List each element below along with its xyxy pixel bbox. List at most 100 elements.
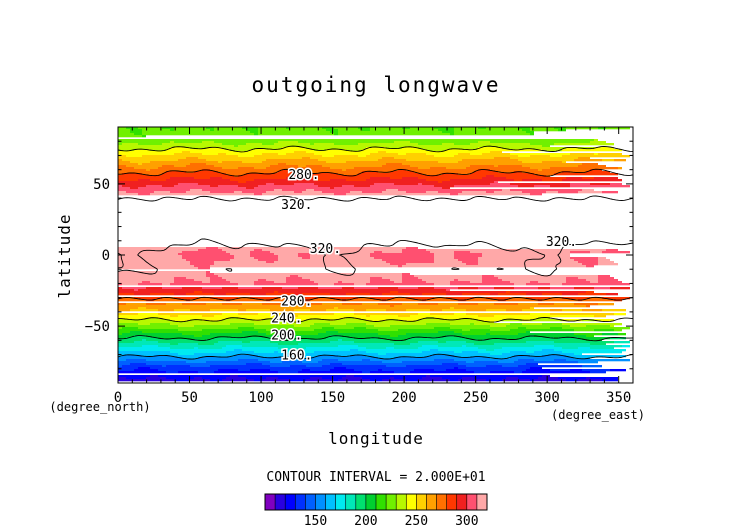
contour-fill-cell xyxy=(526,297,550,300)
contour-fill-cell xyxy=(118,185,122,188)
contour-fill-cell xyxy=(474,343,494,346)
contour-fill-cell xyxy=(562,161,566,164)
colorbar-swatch xyxy=(446,493,458,511)
contour-fill-cell xyxy=(574,303,598,306)
contour-fill-cell xyxy=(610,337,626,340)
contour-fill-cell xyxy=(202,281,210,284)
contour-fill-cell xyxy=(118,371,166,374)
contour-fill-cell xyxy=(422,345,438,348)
contour-fill-cell xyxy=(174,281,202,284)
contour-fill-cell xyxy=(238,283,254,286)
contour-fill-cell xyxy=(298,141,394,144)
contour-fill-cell xyxy=(254,133,258,136)
contour-fill-cell xyxy=(338,173,358,176)
contour-fill-cell xyxy=(502,319,522,322)
contour-fill-cell xyxy=(262,287,282,290)
contour-fill-cell xyxy=(166,365,190,368)
contour-fill-cell xyxy=(482,279,502,282)
contour-fill-cell xyxy=(158,341,218,344)
contour-fill-cell xyxy=(254,351,274,354)
contour-fill-cell xyxy=(406,263,466,266)
contour-fill-cell xyxy=(310,157,382,160)
contour-fill-cell xyxy=(526,131,534,134)
contour-fill-cell xyxy=(498,361,514,364)
contour-fill-cell xyxy=(254,167,266,170)
contour-fill-cell xyxy=(222,143,246,146)
contour-fill-cell xyxy=(282,147,306,150)
contour-fill-cell xyxy=(454,129,522,132)
contour-fill-cell xyxy=(466,167,530,170)
contour-fill-cell xyxy=(550,313,614,316)
contour-fill-cell xyxy=(494,181,498,184)
contour-fill-cell xyxy=(418,313,430,316)
plot-area: 280. 320. 320. 320. 280. 240. 200. 160. 0 50 100 1… xyxy=(85,126,634,406)
contour-fill-cell xyxy=(478,169,490,172)
contour-fill-cell xyxy=(342,303,362,306)
contour-fill-cell xyxy=(122,143,138,146)
contour-fill-cell xyxy=(150,149,166,152)
contour-fill-cell xyxy=(538,287,550,290)
contour-fill-cell xyxy=(338,339,342,342)
contour-fill-cell xyxy=(370,127,402,130)
contour-fill-cell xyxy=(126,303,146,306)
contour-fill-cell xyxy=(118,291,194,294)
contour-fill-cell xyxy=(398,315,410,318)
colorbar-swatch xyxy=(416,493,427,511)
contour-fill-cell xyxy=(118,153,174,156)
contour-fill-cell xyxy=(246,143,262,146)
contour-fill-cell xyxy=(306,347,366,350)
contour-fill-cell xyxy=(418,183,422,186)
contour-fill-cell xyxy=(606,127,630,130)
contour-fill-cell xyxy=(178,315,202,318)
contour-fill-cell xyxy=(174,293,186,296)
contour-fill-cell xyxy=(170,177,194,180)
contour-fill-cell xyxy=(370,297,394,300)
contour-fill-cell xyxy=(430,355,454,358)
contour-fill-cell xyxy=(454,257,478,260)
contour-fill-cell xyxy=(310,369,330,372)
contour-fill-cell xyxy=(354,341,418,344)
contour-fill-cell xyxy=(378,303,402,306)
contour-fill-cell xyxy=(354,313,418,316)
contour-fill-cell xyxy=(238,317,346,320)
contour-fill-cell xyxy=(478,127,486,130)
contour-fill-cell xyxy=(138,307,146,310)
contour-fill-cell xyxy=(586,335,594,338)
contour-fill-cell xyxy=(266,279,286,282)
contour-fill-cell xyxy=(138,127,162,130)
contour-fill-cell xyxy=(450,133,454,136)
colorbar-tick-label: 300 xyxy=(455,514,478,529)
contour-fill-cell xyxy=(574,259,598,262)
contour-fill-cell xyxy=(394,141,410,144)
contour-fill-cell xyxy=(478,287,494,290)
contour-fill-cell xyxy=(454,367,458,370)
contour-fill-cell xyxy=(498,171,514,174)
contour-fill-cell xyxy=(454,313,466,316)
contour-fill-cell xyxy=(254,257,278,260)
contour-fill-cell xyxy=(466,345,534,348)
contour-fill-cell xyxy=(118,321,294,324)
contour-fill-cell xyxy=(406,297,434,300)
contour-fill-cell xyxy=(122,287,146,290)
contour-fill-cell xyxy=(118,159,122,162)
contour-fill-cell xyxy=(542,323,562,326)
contour-fill-cell xyxy=(562,149,622,152)
contour-fill-cell xyxy=(398,335,446,338)
contour-fill-cell xyxy=(166,179,230,182)
contour-fill-cell xyxy=(314,189,386,192)
contour-fill-cell xyxy=(486,333,490,336)
colorbar-swatch xyxy=(405,493,417,511)
contour-fill-cell xyxy=(182,255,234,258)
contour-fill-cell xyxy=(134,297,162,300)
contour-fill-cell xyxy=(274,261,386,264)
contour-fill-cell xyxy=(174,277,186,280)
contour-fill-cell xyxy=(306,147,366,150)
contour-fill-cell xyxy=(614,159,626,162)
contour-fill-cell xyxy=(198,183,266,186)
contour-fill-cell xyxy=(454,355,514,358)
contour-fill-cell xyxy=(574,357,590,360)
contour-fill-cell xyxy=(118,127,126,130)
contour-label: 160. xyxy=(281,349,312,364)
contour-fill-cell xyxy=(250,131,258,134)
contour-fill-cell xyxy=(522,191,546,194)
